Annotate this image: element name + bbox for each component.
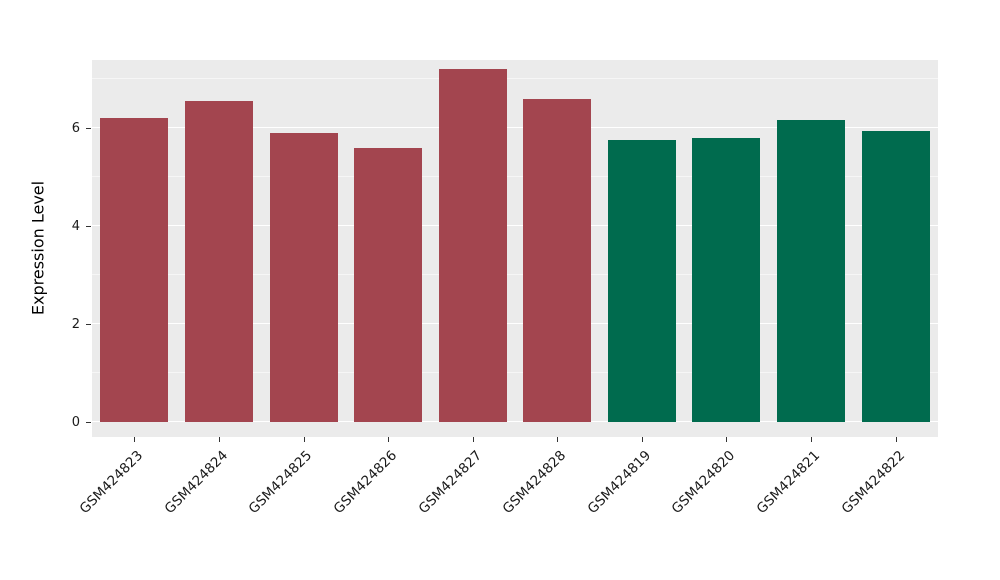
x-tick-label-GSM424828: GSM424828 <box>499 447 569 518</box>
gridline-major <box>92 323 938 324</box>
x-tick-mark <box>473 437 474 442</box>
x-tick-mark <box>642 437 643 442</box>
gridline-minor <box>92 274 938 275</box>
plot-panel <box>92 60 938 437</box>
y-tick-mark <box>86 226 91 227</box>
x-tick-label-GSM424822: GSM424822 <box>838 447 908 518</box>
x-tick-mark <box>388 437 389 442</box>
bar-GSM424827 <box>439 69 507 422</box>
bar-GSM424828 <box>523 99 591 422</box>
gridline-minor <box>92 78 938 79</box>
bar-GSM424821 <box>777 120 845 422</box>
x-tick-label-GSM424821: GSM424821 <box>753 447 823 518</box>
x-tick-label-GSM424819: GSM424819 <box>584 447 654 518</box>
x-tick-mark <box>557 437 558 442</box>
x-tick-mark <box>304 437 305 442</box>
x-tick-mark <box>219 437 220 442</box>
x-axis-labels: GSM424823 GSM424824 GSM424825 GSM424826 GSM4… <box>76 445 938 565</box>
bar-GSM424823 <box>100 118 168 422</box>
bar-GSM424826 <box>354 148 422 422</box>
bar-GSM424820 <box>692 138 760 422</box>
y-tick-mark <box>86 422 91 423</box>
x-tick-label-GSM424824: GSM424824 <box>161 447 231 518</box>
gridline-major <box>92 225 938 226</box>
y-tick-label: 4 <box>71 219 80 234</box>
y-tick-label: 6 <box>71 121 80 136</box>
gridline-minor <box>92 176 938 177</box>
x-tick-label-GSM424823: GSM424823 <box>76 447 146 518</box>
x-tick-mark <box>134 437 135 442</box>
x-tick-mark <box>726 437 727 442</box>
x-tick-label-GSM424826: GSM424826 <box>330 447 400 518</box>
x-tick-mark <box>896 437 897 442</box>
x-tick-label-GSM424825: GSM424825 <box>245 447 315 518</box>
y-axis-title: Expression Level <box>28 180 48 316</box>
y-tick-mark <box>86 324 91 325</box>
y-tick-label: 2 <box>71 317 80 332</box>
bar-GSM424824 <box>185 101 253 422</box>
gridline-minor <box>92 372 938 373</box>
x-tick-label-GSM424820: GSM424820 <box>668 447 738 518</box>
y-tick-label: 0 <box>71 415 80 430</box>
gridline-major <box>92 127 938 128</box>
gridline-major <box>92 421 938 422</box>
bar-GSM424822 <box>862 131 930 422</box>
x-tick-mark <box>811 437 812 442</box>
bar-GSM424825 <box>270 133 338 422</box>
x-tick-label-GSM424827: GSM424827 <box>415 447 485 518</box>
bar-GSM424819 <box>608 140 676 422</box>
y-tick-mark <box>86 128 91 129</box>
